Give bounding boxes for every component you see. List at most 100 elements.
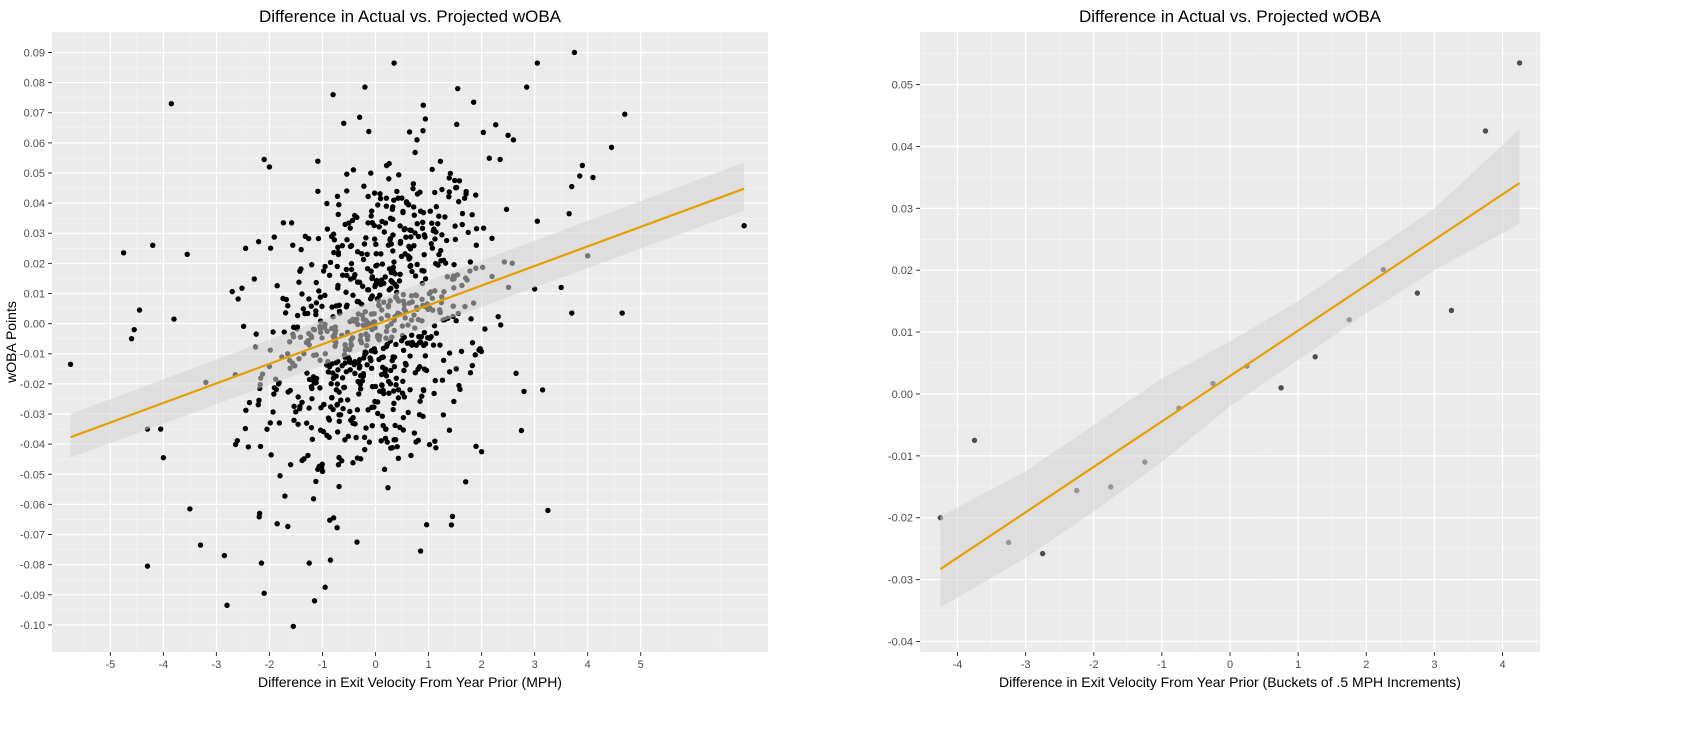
data-point (407, 255, 413, 261)
data-point (420, 413, 426, 420)
data-point (391, 388, 397, 394)
data-point (387, 367, 394, 374)
data-point (390, 406, 396, 413)
data-point (421, 366, 428, 372)
data-point (416, 364, 423, 370)
data-point (274, 521, 280, 527)
data-point (383, 162, 390, 169)
data-point (343, 266, 350, 273)
data-point (395, 195, 401, 201)
data-point (432, 260, 439, 267)
data-point (451, 261, 457, 268)
data-point (453, 366, 459, 372)
y-tick-label: 0.08 (24, 78, 45, 90)
data-point (267, 420, 273, 426)
right-y-axis: -0.04 -0.03 -0.02 -0.01 0.00 0.01 0.02 0.03 0.04… (888, 80, 920, 648)
data-point (306, 296, 312, 302)
data-point (396, 278, 403, 284)
data-point (419, 225, 426, 232)
data-point (324, 200, 330, 207)
data-point (334, 401, 341, 408)
data-point (365, 193, 371, 200)
data-point (432, 236, 438, 242)
x-tick-label: -1 (1157, 659, 1167, 671)
y-tick-label: 0.01 (24, 288, 45, 300)
data-point (362, 446, 368, 453)
y-tick-label: 0.06 (24, 138, 45, 150)
data-point (436, 213, 442, 219)
data-point (341, 384, 348, 391)
data-point (372, 383, 379, 390)
data-point (343, 304, 350, 310)
y-tick-label: 0.03 (24, 228, 45, 240)
data-point (394, 188, 400, 195)
x-tick-label: -4 (158, 659, 168, 671)
data-point (371, 222, 377, 229)
data-point (401, 334, 407, 341)
data-point (245, 444, 252, 450)
data-point (326, 434, 332, 440)
y-tick-label: -0.08 (20, 560, 45, 572)
data-point (411, 212, 417, 218)
data-point (433, 229, 439, 235)
data-point (432, 377, 438, 384)
data-point (310, 374, 317, 380)
data-point (404, 340, 411, 346)
y-tick-label: -0.06 (20, 499, 45, 511)
data-point (322, 584, 328, 590)
data-point (339, 242, 346, 249)
data-point (362, 84, 368, 90)
data-point (309, 261, 315, 268)
data-point (407, 353, 413, 359)
data-point (402, 251, 408, 257)
x-tick-label: 4 (585, 659, 591, 671)
data-point (414, 137, 420, 143)
data-point (1312, 354, 1318, 360)
data-point (410, 185, 416, 192)
y-tick-label: 0.05 (24, 168, 45, 180)
data-point (386, 390, 392, 396)
data-point (361, 241, 368, 247)
data-point (437, 158, 444, 165)
data-point (335, 244, 341, 251)
data-point (335, 285, 341, 291)
data-point (448, 522, 455, 528)
x-tick-label: -4 (953, 659, 963, 671)
data-point (421, 251, 427, 258)
data-point (336, 418, 342, 425)
data-point (294, 312, 301, 319)
data-point (456, 382, 462, 389)
data-point (344, 171, 350, 177)
left-x-axis-label: Difference in Exit Velocity From Year Pr… (258, 674, 562, 690)
right-major-grid (920, 32, 1540, 652)
data-point (439, 377, 446, 383)
data-point (382, 274, 388, 280)
data-point (386, 266, 393, 272)
data-point (313, 308, 319, 314)
data-point (354, 539, 360, 545)
right-x-axis: -4 -3 -2 -1 0 1 2 3 4 (953, 652, 1506, 671)
data-point (433, 445, 439, 451)
data-point (375, 202, 381, 208)
data-point (348, 260, 355, 267)
data-point (503, 206, 510, 213)
data-point (518, 427, 525, 434)
data-point (288, 220, 295, 226)
data-point (1448, 307, 1455, 314)
data-point (429, 220, 435, 226)
data-point (399, 390, 406, 396)
data-point (534, 60, 540, 66)
data-point (455, 85, 461, 92)
data-point (380, 387, 386, 394)
data-point (341, 120, 347, 126)
data-point (440, 412, 447, 418)
y-tick-label: -0.01 (888, 451, 913, 463)
data-point (430, 342, 437, 348)
data-point (590, 174, 596, 181)
data-point (243, 407, 249, 414)
data-point (317, 294, 324, 300)
right-x-axis-label: Difference in Exit Velocity From Year Pr… (999, 674, 1461, 690)
x-tick-label: -3 (212, 659, 222, 671)
data-point (412, 273, 419, 279)
data-point (410, 204, 417, 210)
